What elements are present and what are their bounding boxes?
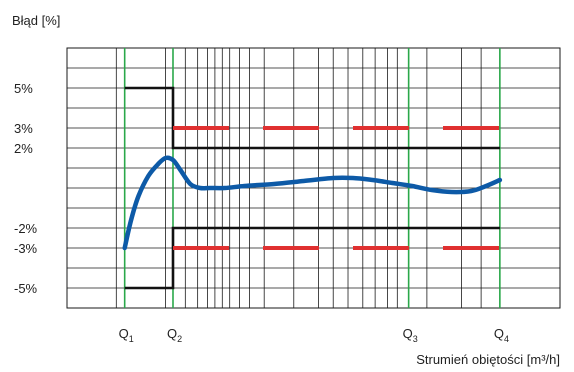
x-axis-label: Strumień obiętości [m³/h] (416, 352, 560, 367)
plot-frame (66, 47, 561, 309)
y-axis-label: Błąd [%] (12, 13, 60, 28)
x-marker-label: Q4 (494, 326, 509, 344)
x-marker-labels: Q1 Q2 Q3 Q4 (119, 326, 509, 344)
limit-mpe-lower (124, 226, 500, 290)
x-marker-label: Q1 (119, 326, 134, 344)
measured-series (122, 155, 503, 251)
y-tick-label: -2% (14, 221, 38, 236)
limit-mpe-upper (124, 86, 500, 150)
y-tick-labels: 5% 3% 2% -2% -3% -5% (14, 81, 38, 296)
y-tick-label: 3% (14, 121, 33, 136)
y-tick-label: -5% (14, 281, 38, 296)
series-measured-error (122, 155, 503, 251)
x-marker-label: Q2 (167, 326, 182, 344)
limit-lines (124, 86, 500, 290)
y-tick-label: 2% (14, 141, 33, 156)
y-tick-label: -3% (14, 241, 38, 256)
x-marker-label: Q3 (403, 326, 418, 344)
y-tick-label: 5% (14, 81, 33, 96)
